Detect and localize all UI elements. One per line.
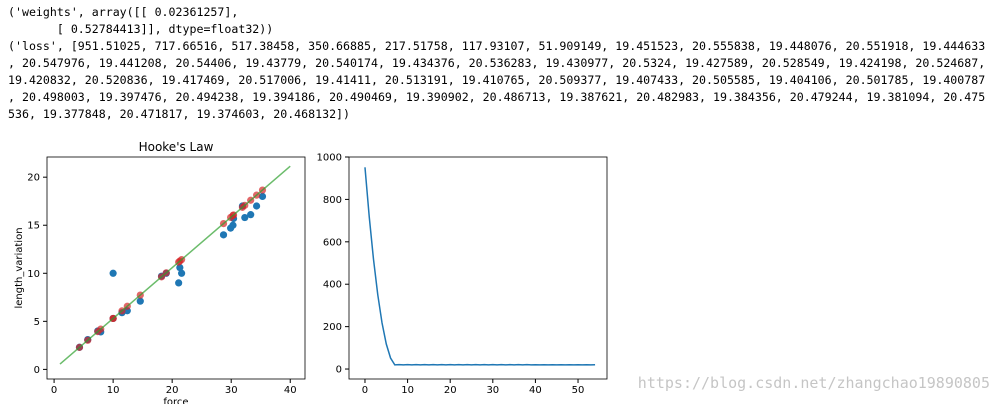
- x-tick-label: 10: [107, 385, 120, 396]
- x-tick-label: 50: [572, 385, 585, 396]
- point: [229, 221, 237, 229]
- y-tick-label: 5: [34, 317, 40, 328]
- line: [59, 165, 291, 365]
- y-tick-label: 10: [27, 269, 40, 280]
- output-line: , 20.498003, 19.397476, 20.494238, 19.39…: [8, 90, 986, 104]
- y-tick-label: 15: [27, 221, 40, 232]
- point: [241, 213, 249, 222]
- chart-title: Hooke's Law: [139, 140, 214, 154]
- line: [364, 167, 596, 366]
- x-tick-label: 20: [444, 385, 457, 396]
- point: [178, 269, 186, 277]
- x-tick-label: 20: [166, 385, 179, 396]
- point: [109, 269, 117, 277]
- point: [136, 297, 144, 305]
- output-line: [ 0.52784413]], dtype=float32)): [8, 22, 274, 36]
- y-tick-label: 800: [323, 195, 342, 206]
- output-line: ('loss', [951.51025, 717.66516, 517.3845…: [8, 39, 986, 53]
- x-tick-label: 0: [362, 385, 368, 396]
- x-tick-label: 30: [486, 385, 499, 396]
- output-line: 536, 19.377848, 20.471817, 19.374603, 20…: [8, 107, 351, 121]
- y-tick-label: 1000: [317, 153, 342, 164]
- y-tick-label: 600: [323, 237, 342, 248]
- point: [176, 263, 184, 272]
- point: [258, 192, 267, 201]
- x-tick-label: 40: [529, 385, 542, 396]
- cell-output: ('weights', array([[ 0.02361257], [ 0.52…: [8, 4, 985, 123]
- output-line: , 20.547976, 19.441208, 20.54406, 19.437…: [8, 56, 986, 70]
- x-tick-label: 40: [284, 385, 297, 396]
- point: [175, 279, 183, 287]
- x-tick-label: 0: [51, 385, 57, 396]
- point: [219, 231, 228, 239]
- point: [247, 211, 255, 219]
- y-tick-label: 200: [323, 322, 342, 333]
- y-tick-label: 0: [34, 365, 40, 376]
- output-line: ('weights', array([[ 0.02361257],: [8, 5, 239, 19]
- plot-frame: [348, 156, 608, 380]
- x-tick-label: 30: [225, 385, 238, 396]
- y-tick-label: 0: [336, 365, 342, 376]
- y-tick-label: 20: [27, 173, 40, 184]
- x-axis-label: force: [163, 397, 188, 404]
- y-tick-label: 400: [323, 280, 342, 291]
- watermark: https://blog.csdn.net/zhangchao19890805: [637, 374, 990, 392]
- plot-frame: [46, 156, 306, 380]
- x-tick-label: 10: [401, 385, 414, 396]
- output-line: 19.420832, 20.520836, 19.417469, 20.5170…: [8, 73, 986, 87]
- y-axis-label: length_variation: [14, 227, 25, 308]
- point: [252, 202, 261, 210]
